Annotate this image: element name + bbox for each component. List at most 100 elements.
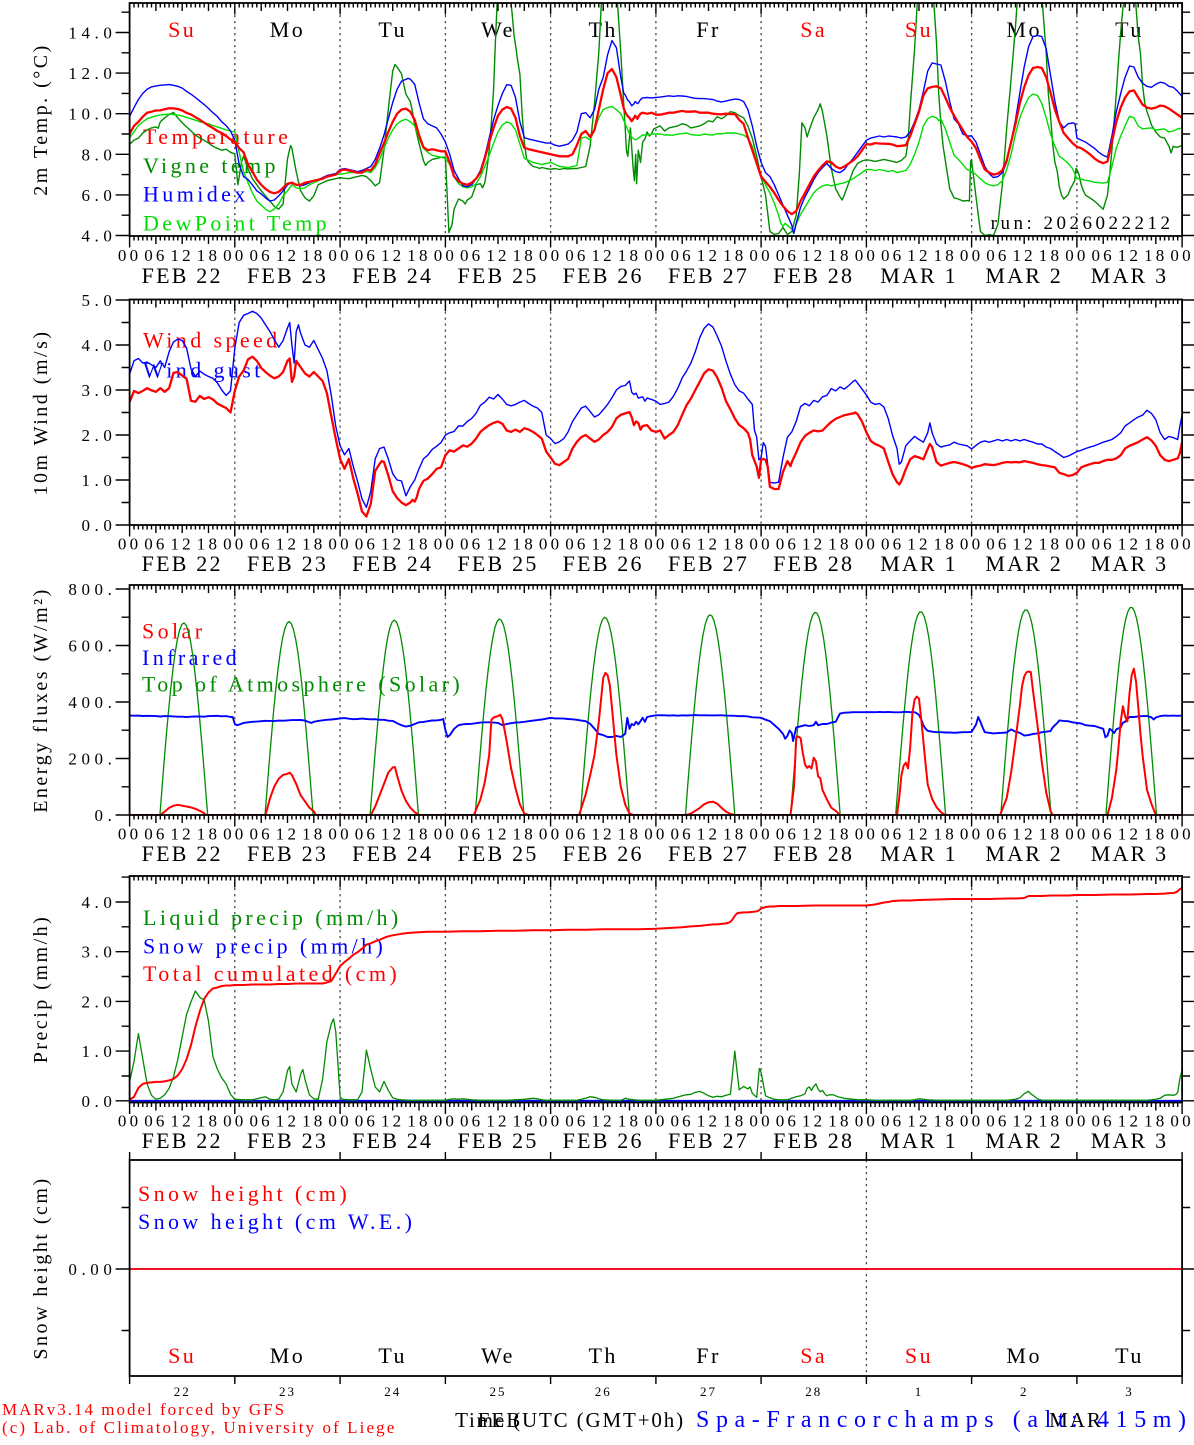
svg-text:600.: 600. (68, 637, 116, 656)
svg-text:18: 18 (1144, 246, 1167, 265)
svg-text:18: 18 (302, 825, 325, 844)
svg-text:FEB 25: FEB 25 (457, 263, 538, 288)
svg-text:1.0: 1.0 (81, 471, 116, 490)
svg-text:FEB 23: FEB 23 (247, 1128, 328, 1153)
svg-text:06: 06 (1091, 825, 1114, 844)
svg-text:12: 12 (1118, 825, 1141, 844)
svg-text:00: 00 (328, 825, 351, 844)
svg-text:2.0: 2.0 (81, 992, 116, 1011)
svg-text:06: 06 (144, 825, 167, 844)
svg-text:06: 06 (144, 246, 167, 265)
svg-text:18: 18 (1144, 1112, 1167, 1131)
svg-text:00: 00 (434, 246, 457, 265)
svg-text:10m Wind (m/s): 10m Wind (m/s) (30, 329, 52, 495)
svg-text:Mo: Mo (1006, 17, 1042, 42)
svg-text:00: 00 (644, 1112, 667, 1131)
svg-text:00: 00 (434, 535, 457, 554)
svg-text:12: 12 (170, 825, 193, 844)
svg-text:4.0: 4.0 (81, 893, 116, 912)
svg-text:00: 00 (855, 825, 878, 844)
svg-text:18: 18 (197, 535, 220, 554)
svg-text:12: 12 (1118, 1112, 1141, 1131)
svg-text:2: 2 (1020, 1384, 1029, 1399)
svg-text:Su: Su (168, 17, 196, 42)
svg-text:MAR 3: MAR 3 (1091, 841, 1169, 866)
svg-text:06: 06 (249, 535, 272, 554)
svg-text:18: 18 (618, 535, 641, 554)
svg-text:18: 18 (934, 535, 957, 554)
svg-text:12: 12 (486, 246, 509, 265)
svg-text:00: 00 (328, 535, 351, 554)
svg-text:DewPoint Temp: DewPoint Temp (143, 210, 330, 235)
svg-text:We: We (481, 1343, 515, 1368)
svg-text:06: 06 (460, 535, 483, 554)
svg-text:18: 18 (618, 825, 641, 844)
svg-text:Precip (mm/h): Precip (mm/h) (30, 915, 52, 1064)
svg-text:10.0: 10.0 (68, 105, 116, 124)
svg-text:18: 18 (1039, 1112, 1062, 1131)
svg-text:6.0: 6.0 (81, 186, 116, 205)
svg-text:Snow height (cm): Snow height (cm) (138, 1181, 350, 1206)
svg-text:00: 00 (1170, 1112, 1193, 1131)
svg-text:18: 18 (934, 246, 957, 265)
svg-text:12: 12 (697, 246, 720, 265)
svg-text:4.0: 4.0 (81, 336, 116, 355)
svg-text:18: 18 (723, 535, 746, 554)
svg-text:FEB 23: FEB 23 (247, 551, 328, 576)
svg-text:FEB 28: FEB 28 (773, 263, 854, 288)
svg-text:12: 12 (802, 825, 825, 844)
svg-text:23: 23 (279, 1384, 296, 1399)
svg-text:200.: 200. (68, 750, 116, 769)
svg-text:00: 00 (960, 246, 983, 265)
svg-text:(c) Lab. of Climatology, Unive: (c) Lab. of Climatology, University of L… (2, 1418, 396, 1437)
svg-text:FEB 24: FEB 24 (352, 1128, 433, 1153)
svg-text:Th: Th (588, 1343, 617, 1368)
svg-text:00: 00 (1170, 825, 1193, 844)
svg-text:12: 12 (276, 1112, 299, 1131)
svg-text:18: 18 (197, 246, 220, 265)
svg-text:MAR 2: MAR 2 (985, 1128, 1063, 1153)
svg-text:FEB 27: FEB 27 (668, 1128, 749, 1153)
svg-text:FEB 23: FEB 23 (247, 263, 328, 288)
svg-text:1: 1 (915, 1384, 924, 1399)
svg-text:Spa-Francorchamps (alt: 415m): Spa-Francorchamps (alt: 415m) (696, 1407, 1193, 1433)
svg-text:06: 06 (776, 246, 799, 265)
svg-text:00: 00 (644, 246, 667, 265)
svg-text:FEB 24: FEB 24 (352, 551, 433, 576)
svg-text:00: 00 (855, 535, 878, 554)
svg-text:18: 18 (618, 246, 641, 265)
svg-text:00: 00 (960, 1112, 983, 1131)
svg-text:18: 18 (828, 535, 851, 554)
svg-text:26: 26 (595, 1384, 612, 1399)
svg-text:12: 12 (591, 246, 614, 265)
svg-text:12: 12 (486, 825, 509, 844)
svg-text:18: 18 (513, 535, 536, 554)
svg-text:00: 00 (644, 825, 667, 844)
svg-text:8.0: 8.0 (81, 145, 116, 164)
svg-text:00: 00 (855, 246, 878, 265)
svg-text:06: 06 (355, 1112, 378, 1131)
svg-text:Snow height (cm W.E.): Snow height (cm W.E.) (138, 1209, 415, 1234)
svg-text:00: 00 (1065, 825, 1088, 844)
svg-text:12: 12 (907, 246, 930, 265)
svg-text:Wind speed: Wind speed (143, 328, 281, 353)
svg-text:18: 18 (302, 1112, 325, 1131)
svg-text:00: 00 (539, 535, 562, 554)
svg-text:18: 18 (197, 1112, 220, 1131)
svg-text:00: 00 (434, 825, 457, 844)
svg-text:MAR 3: MAR 3 (1091, 263, 1169, 288)
svg-text:00: 00 (749, 535, 772, 554)
svg-text:Mo: Mo (270, 1343, 306, 1368)
svg-text:18: 18 (1039, 825, 1062, 844)
svg-text:22: 22 (174, 1384, 191, 1399)
svg-text:18: 18 (513, 825, 536, 844)
svg-text:06: 06 (881, 535, 904, 554)
svg-text:0.0: 0.0 (81, 1092, 116, 1111)
svg-text:06: 06 (986, 246, 1009, 265)
svg-text:00: 00 (749, 246, 772, 265)
svg-text:00: 00 (749, 1112, 772, 1131)
svg-text:12: 12 (802, 535, 825, 554)
svg-text:28: 28 (805, 1384, 822, 1399)
svg-text:18: 18 (407, 246, 430, 265)
svg-text:06: 06 (460, 825, 483, 844)
